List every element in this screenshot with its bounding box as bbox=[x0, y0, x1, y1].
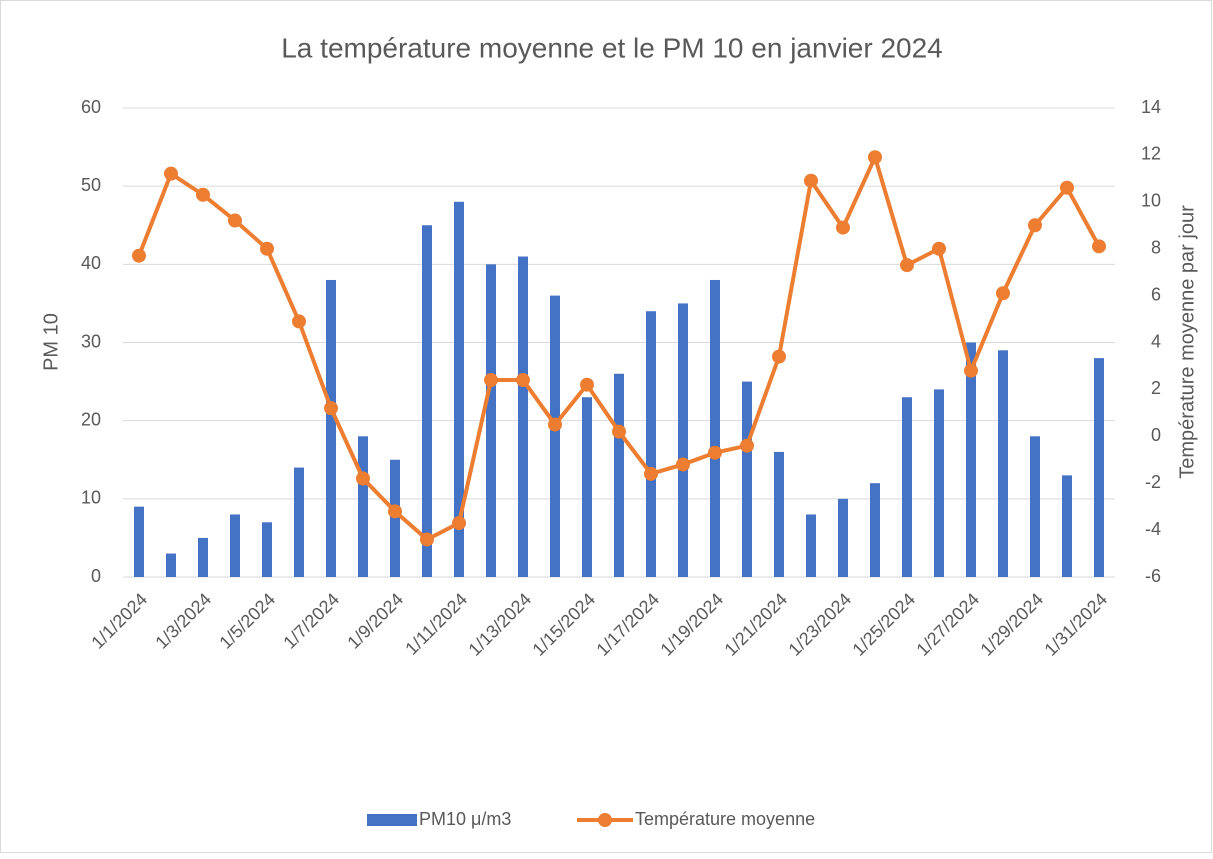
bar bbox=[742, 381, 752, 577]
bar bbox=[966, 342, 976, 577]
line-marker bbox=[996, 286, 1010, 301]
chart-title: La température moyenne et le PM 10 en ja… bbox=[281, 32, 943, 63]
line-marker bbox=[580, 377, 594, 392]
bar bbox=[166, 553, 176, 577]
line-marker bbox=[964, 363, 978, 378]
line-marker bbox=[164, 166, 178, 181]
line-marker bbox=[132, 248, 146, 263]
line-marker bbox=[516, 373, 530, 388]
y2-tick-label: 6 bbox=[1151, 284, 1161, 304]
line-marker bbox=[772, 349, 786, 364]
y2-tick-label: -6 bbox=[1145, 566, 1161, 586]
bar bbox=[454, 201, 464, 578]
y-tick-label: 60 bbox=[81, 97, 101, 117]
line-marker bbox=[196, 187, 210, 202]
line-marker bbox=[900, 258, 914, 273]
y-tick-label: 10 bbox=[81, 488, 101, 508]
y2-axis-title: Température moyenne par jour bbox=[1176, 205, 1198, 479]
line-marker bbox=[708, 445, 722, 460]
bar bbox=[902, 397, 912, 577]
line-marker bbox=[676, 457, 690, 472]
bar bbox=[294, 467, 304, 577]
bar bbox=[646, 311, 656, 577]
line-marker bbox=[484, 373, 498, 388]
line-marker bbox=[612, 424, 626, 439]
line-marker bbox=[228, 213, 242, 228]
line-marker bbox=[1028, 218, 1042, 233]
bar bbox=[198, 537, 208, 577]
bar bbox=[518, 256, 528, 577]
bar bbox=[134, 506, 144, 577]
bar bbox=[1094, 358, 1104, 577]
y-tick-label: 40 bbox=[81, 253, 101, 273]
line-marker bbox=[644, 466, 658, 481]
y-tick-label: 30 bbox=[81, 331, 101, 351]
y-tick-label: 0 bbox=[91, 566, 101, 586]
line-marker bbox=[1092, 239, 1106, 254]
y2-tick-label: 12 bbox=[1141, 144, 1161, 164]
line-marker bbox=[452, 516, 466, 531]
legend-label: Température moyenne bbox=[635, 809, 815, 829]
y-tick-label: 20 bbox=[81, 409, 101, 429]
bar bbox=[1030, 436, 1040, 577]
line-marker bbox=[932, 241, 946, 256]
line-marker bbox=[836, 220, 850, 235]
bar bbox=[326, 279, 336, 577]
y2-tick-label: -2 bbox=[1145, 472, 1161, 492]
line-marker bbox=[292, 314, 306, 329]
line-marker bbox=[324, 401, 338, 416]
bar bbox=[934, 389, 944, 577]
y2-tick-label: 4 bbox=[1151, 331, 1161, 351]
bar bbox=[870, 483, 880, 577]
y2-tick-label: 0 bbox=[1151, 425, 1161, 445]
y-axis-title: PM 10 bbox=[40, 313, 62, 371]
line-marker bbox=[740, 438, 754, 453]
legend-swatch bbox=[367, 814, 417, 826]
legend-swatch-marker bbox=[598, 813, 612, 827]
line-marker bbox=[868, 150, 882, 165]
bar bbox=[998, 350, 1008, 577]
bar bbox=[230, 514, 240, 577]
bar bbox=[358, 436, 368, 577]
bar bbox=[1062, 475, 1072, 577]
legend-label: PM10 μ/m3 bbox=[419, 809, 511, 829]
bar bbox=[486, 264, 496, 577]
bar bbox=[262, 522, 272, 577]
y2-tick-label: 2 bbox=[1151, 378, 1161, 398]
line-marker bbox=[804, 173, 818, 188]
bar bbox=[774, 451, 784, 577]
bar bbox=[614, 373, 624, 577]
y-tick-label: 50 bbox=[81, 175, 101, 195]
bar bbox=[806, 514, 816, 577]
bar bbox=[582, 397, 592, 577]
bar bbox=[838, 498, 848, 577]
line-marker bbox=[548, 417, 562, 432]
line-marker bbox=[260, 241, 274, 256]
bar bbox=[678, 303, 688, 577]
y2-tick-label: 14 bbox=[1141, 97, 1161, 117]
y2-tick-label: -4 bbox=[1145, 519, 1161, 539]
line-marker bbox=[388, 504, 402, 519]
line-marker bbox=[1060, 180, 1074, 195]
bar bbox=[710, 279, 720, 577]
y2-tick-label: 10 bbox=[1141, 191, 1161, 211]
bar bbox=[550, 295, 560, 577]
bar bbox=[422, 225, 432, 577]
line-marker bbox=[356, 471, 370, 486]
y2-tick-label: 8 bbox=[1151, 237, 1161, 257]
line-marker bbox=[420, 532, 434, 547]
bar bbox=[390, 459, 400, 577]
